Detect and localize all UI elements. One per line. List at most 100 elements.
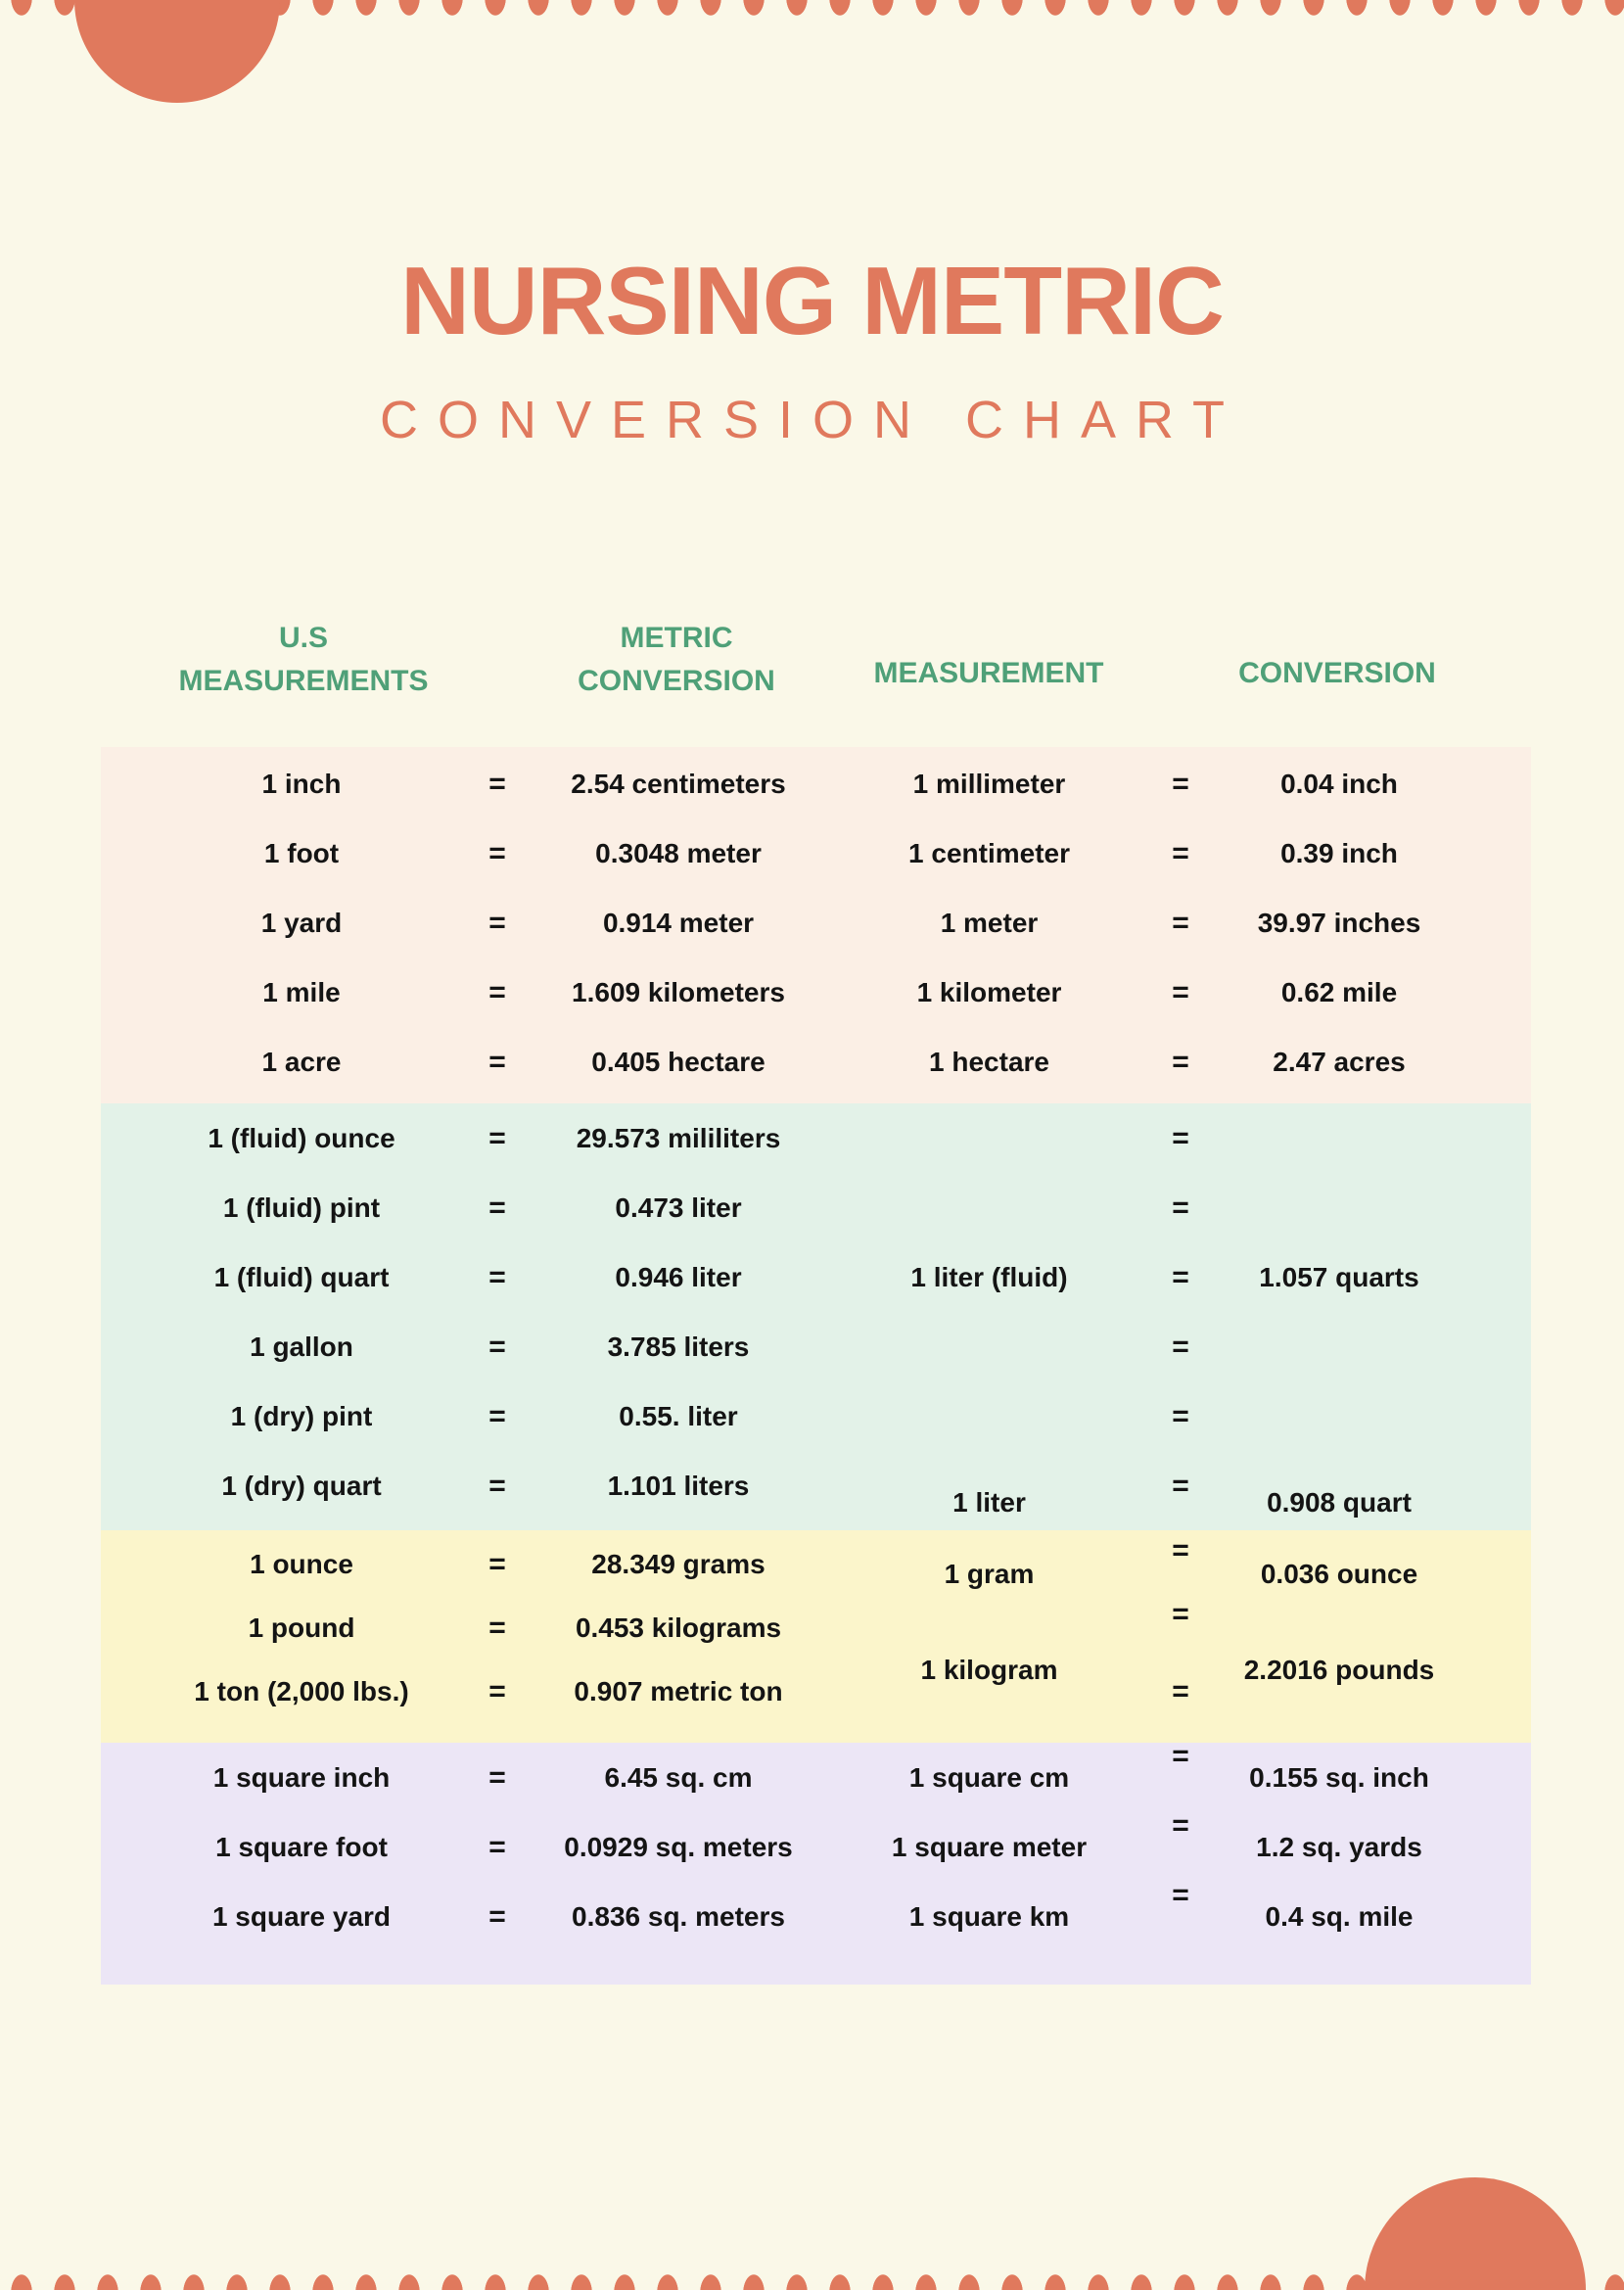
column-header-us-measurements: U.S MEASUREMENTS <box>178 622 429 697</box>
table-row: 1 (fluid) quart = 0.946 liter 1 liter (f… <box>101 1242 1531 1312</box>
equals-sign: = <box>488 1191 506 1224</box>
equals-sign: = <box>1172 1674 1189 1707</box>
equals-sign: = <box>488 1330 506 1363</box>
equals-sign: = <box>1172 1260 1189 1293</box>
column-header-metric-conversion: METRIC CONVERSION <box>578 622 775 697</box>
conversion-value: 2.47 acres <box>1273 1046 1406 1077</box>
us-measurement: 1 gallon <box>250 1331 353 1362</box>
us-measurement: 1 yard <box>260 907 343 938</box>
conversion-value: 1.057 quarts <box>1259 1261 1419 1292</box>
equals-sign: = <box>488 1121 506 1154</box>
table-row: 1 square foot = 0.0929 sq. meters 1 squa… <box>101 1808 1531 1882</box>
equals-sign: = <box>1172 975 1189 1008</box>
equals-sign: = <box>1172 1533 1189 1566</box>
metric-value: 0.836 sq. meters <box>572 1900 785 1932</box>
conversion-value: 1.2 sq. yards <box>1256 1831 1422 1862</box>
table-row: 1 mile = 1.609 kilometers 1 kilometer = … <box>101 958 1531 1027</box>
us-measurement: 1 (dry) pint <box>230 1400 373 1431</box>
us-measurement: 1 square yard <box>211 1900 392 1932</box>
equals-sign: = <box>488 1260 506 1293</box>
equals-sign: = <box>488 1611 506 1644</box>
equals-sign: = <box>1172 1045 1189 1078</box>
conversion-value: 0.908 quart <box>1267 1486 1412 1518</box>
metric-value: 1.609 kilometers <box>572 976 785 1007</box>
metric-value: 0.55. liter <box>619 1400 738 1431</box>
us-measurement: 1 square inch <box>212 1761 391 1793</box>
table-row: 1 inch = 2.54 centimeters 1 millimeter =… <box>101 749 1531 818</box>
table-row: 1 (dry) quart = 1.101 liters 1 liter = 0… <box>101 1451 1531 1520</box>
table-row: 1 (dry) pint = 0.55. liter = <box>101 1381 1531 1451</box>
metric-value: 0.3048 meter <box>595 837 762 868</box>
equals-sign: = <box>488 975 506 1008</box>
measurement-label: 1 millimeter <box>912 768 1066 799</box>
measurement-label: 1 kilogram <box>920 1654 1058 1685</box>
equals-sign: = <box>488 1399 506 1432</box>
us-measurement: 1 acre <box>261 1046 342 1077</box>
measurement-label: 1 kilometer <box>916 976 1062 1007</box>
measurement-label: 1 square meter <box>891 1831 1088 1862</box>
equals-sign: = <box>1172 1878 1189 1911</box>
measurement-label: 1 hectare <box>929 1046 1049 1077</box>
metric-value: 28.349 grams <box>591 1548 766 1579</box>
conversion-table: 1 inch = 2.54 centimeters 1 millimeter =… <box>101 747 1531 1985</box>
metric-value: 6.45 sq. cm <box>604 1761 753 1793</box>
conversion-value: 0.62 mile <box>1280 976 1398 1007</box>
table-row: 1 yard = 0.914 meter 1 meter = 39.97 inc… <box>101 888 1531 958</box>
bottom-dotted-border <box>0 2265 1624 2290</box>
equals-sign: = <box>1172 1399 1189 1432</box>
equals-sign: = <box>1172 767 1189 800</box>
table-row: 1 ton (2,000 lbs.) = 0.907 metric ton 1 … <box>101 1655 1531 1723</box>
metric-value: 29.573 mililiters <box>576 1122 781 1153</box>
top-left-circle-decoration <box>74 0 280 103</box>
measurement-label: 1 square km <box>908 1900 1070 1932</box>
table-row: 1 (fluid) ounce = 29.573 mililiters = <box>101 1103 1531 1173</box>
equals-sign: = <box>1172 1739 1189 1772</box>
metric-value: 2.54 centimeters <box>571 768 786 799</box>
us-measurement: 1 pound <box>248 1612 355 1643</box>
equals-sign: = <box>488 1760 506 1794</box>
table-row: 1 gallon = 3.785 liters = <box>101 1312 1531 1381</box>
table-row: 1 ounce = 28.349 grams 1 gram = 0.036 ou… <box>101 1532 1531 1596</box>
us-measurement: 1 foot <box>263 837 340 868</box>
section-weight: 1 ounce = 28.349 grams 1 gram = 0.036 ou… <box>101 1530 1531 1743</box>
measurement-label: 1 centimeter <box>908 837 1070 868</box>
equals-sign: = <box>488 1830 506 1863</box>
equals-sign: = <box>488 1899 506 1933</box>
conversion-value: 0.155 sq. inch <box>1249 1761 1429 1793</box>
metric-value: 0.405 hectare <box>591 1046 766 1077</box>
equals-sign: = <box>488 1547 506 1580</box>
metric-value: 0.946 liter <box>615 1261 742 1292</box>
metric-value: 0.473 liter <box>615 1192 742 1223</box>
equals-sign: = <box>1172 1469 1189 1502</box>
measurement-label: 1 gram <box>944 1558 1035 1589</box>
metric-value: 0.914 meter <box>602 907 755 938</box>
metric-value: 3.785 liters <box>607 1331 750 1362</box>
us-measurement: 1 (dry) quart <box>221 1470 382 1501</box>
measurement-label: 1 liter <box>952 1486 1026 1518</box>
us-measurement: 1 ounce <box>250 1548 353 1579</box>
page-title: NURSING METRIC <box>400 247 1225 354</box>
table-row: 1 acre = 0.405 hectare 1 hectare = 2.47 … <box>101 1027 1531 1097</box>
equals-sign: = <box>488 1045 506 1078</box>
equals-sign: = <box>1172 836 1189 869</box>
conversion-value: 0.04 inch <box>1280 768 1398 799</box>
equals-sign: = <box>1172 1191 1189 1224</box>
conversion-value: 0.4 sq. mile <box>1265 1900 1414 1932</box>
column-header-measurement: MEASUREMENT <box>873 657 1104 689</box>
equals-sign: = <box>1172 1808 1189 1842</box>
page-subtitle: CONVERSION CHART <box>379 391 1245 449</box>
measurement-label: 1 square cm <box>908 1761 1070 1793</box>
us-measurement: 1 square foot <box>215 1831 388 1862</box>
conversion-value: 39.97 inches <box>1257 907 1421 938</box>
measurement-label: 1 meter <box>940 907 1039 938</box>
section-volume: 1 (fluid) ounce = 29.573 mililiters = 1 … <box>101 1103 1531 1530</box>
table-row: 1 pound = 0.453 kilograms = <box>101 1596 1531 1659</box>
us-measurement: 1 mile <box>262 976 341 1007</box>
metric-value: 0.907 metric ton <box>574 1675 783 1706</box>
measurement-label: 1 liter (fluid) <box>910 1261 1068 1292</box>
section-length: 1 inch = 2.54 centimeters 1 millimeter =… <box>101 747 1531 1103</box>
equals-sign: = <box>488 767 506 800</box>
metric-value: 0.453 kilograms <box>575 1612 782 1643</box>
table-row: 1 square inch = 6.45 sq. cm 1 square cm … <box>101 1739 1531 1812</box>
